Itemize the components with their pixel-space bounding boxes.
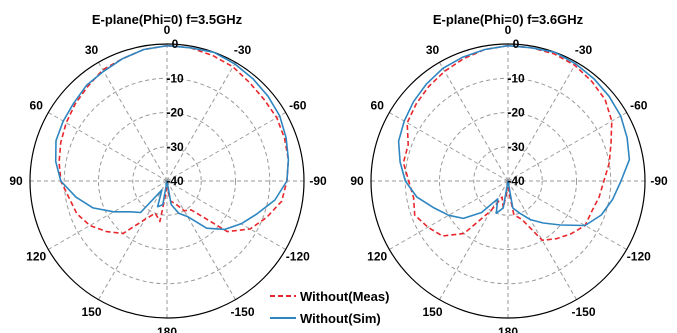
angle-tick-label: -90 [309, 174, 327, 188]
polar-plot-left: E-plane(Phi=0) f=3.5GHz 0 -30 -60 -90 -120 -1… [9, 12, 327, 333]
radial-tick-label: 0 [513, 37, 520, 51]
series-line-sim [54, 44, 290, 231]
radial-tick-label: -20 [507, 106, 525, 120]
grid-spoke [98, 180, 168, 300]
grid-spoke [507, 180, 577, 300]
grid-spoke [48, 112, 168, 182]
plot-title: E-plane(Phi=0) f=3.6GHz [433, 12, 584, 27]
grid-circle [473, 146, 543, 216]
grid-circle [63, 77, 271, 285]
radial-tick-label: -40 [166, 174, 184, 188]
angle-tick-label: -60 [630, 99, 648, 113]
angle-tick-label: -60 [289, 99, 307, 113]
angle-tick-label: -120 [627, 250, 651, 264]
outer-circle [29, 43, 305, 319]
angle-tick-label: -90 [650, 174, 668, 188]
angle-tick-label: 180 [157, 325, 177, 333]
grid-spoke [166, 180, 286, 250]
grid-spoke [439, 62, 509, 182]
plot-title: E-plane(Phi=0) f=3.5GHz [92, 12, 243, 27]
angle-tick-label: -150 [571, 305, 595, 319]
outer-circle [370, 43, 646, 319]
radial-tick-label: -40 [507, 174, 525, 188]
grid-spoke [389, 112, 509, 182]
angle-tick-label: 120 [26, 250, 46, 264]
series-line-meas [402, 44, 613, 242]
grid-spoke [166, 112, 286, 182]
radial-tick-label: -30 [507, 140, 525, 154]
angle-tick-label: 120 [367, 250, 387, 264]
angle-tick-label: 0 [164, 23, 171, 37]
grid-circle [98, 112, 236, 250]
legend-label-meas: Without(Meas) [300, 289, 389, 304]
grid-spoke [166, 180, 236, 300]
grid-spoke [98, 62, 168, 182]
radial-tick-label: -10 [507, 71, 525, 85]
radial-tick-label: -30 [166, 140, 184, 154]
angle-tick-label: 90 [350, 174, 364, 188]
series-line-meas [58, 44, 290, 235]
grid-spoke [507, 62, 577, 182]
radial-tick-label: -10 [166, 71, 184, 85]
angle-tick-label: -30 [234, 43, 252, 57]
grid-spoke [389, 180, 509, 250]
angle-tick-label: 150 [422, 305, 442, 319]
radial-tick-label: 0 [172, 37, 179, 51]
legend: Without(Meas) Without(Sim) [270, 289, 389, 326]
angle-tick-label: 0 [505, 23, 512, 37]
grid-circle [439, 112, 577, 250]
angle-tick-label: -150 [230, 305, 254, 319]
angle-tick-label: 60 [371, 99, 385, 113]
angle-tick-label: 60 [30, 99, 44, 113]
angle-tick-label: 90 [9, 174, 23, 188]
legend-label-sim: Without(Sim) [300, 311, 381, 326]
angle-tick-label: -30 [575, 43, 593, 57]
angle-tick-label: -120 [286, 250, 310, 264]
angle-tick-label: 180 [498, 325, 518, 333]
series-line-sim [397, 44, 631, 227]
angle-tick-label: 150 [81, 305, 101, 319]
angle-tick-label: 30 [426, 43, 440, 57]
grid-spoke [166, 62, 236, 182]
radial-tick-label: -20 [166, 106, 184, 120]
polar-plot-right: E-plane(Phi=0) f=3.6GHz 0 -30 -60 -90 -120 -1… [350, 12, 668, 333]
grid-circle [132, 146, 202, 216]
angle-tick-label: 30 [85, 43, 99, 57]
grid-spoke [48, 180, 168, 250]
grid-spoke [507, 112, 627, 182]
grid-spoke [507, 180, 627, 250]
